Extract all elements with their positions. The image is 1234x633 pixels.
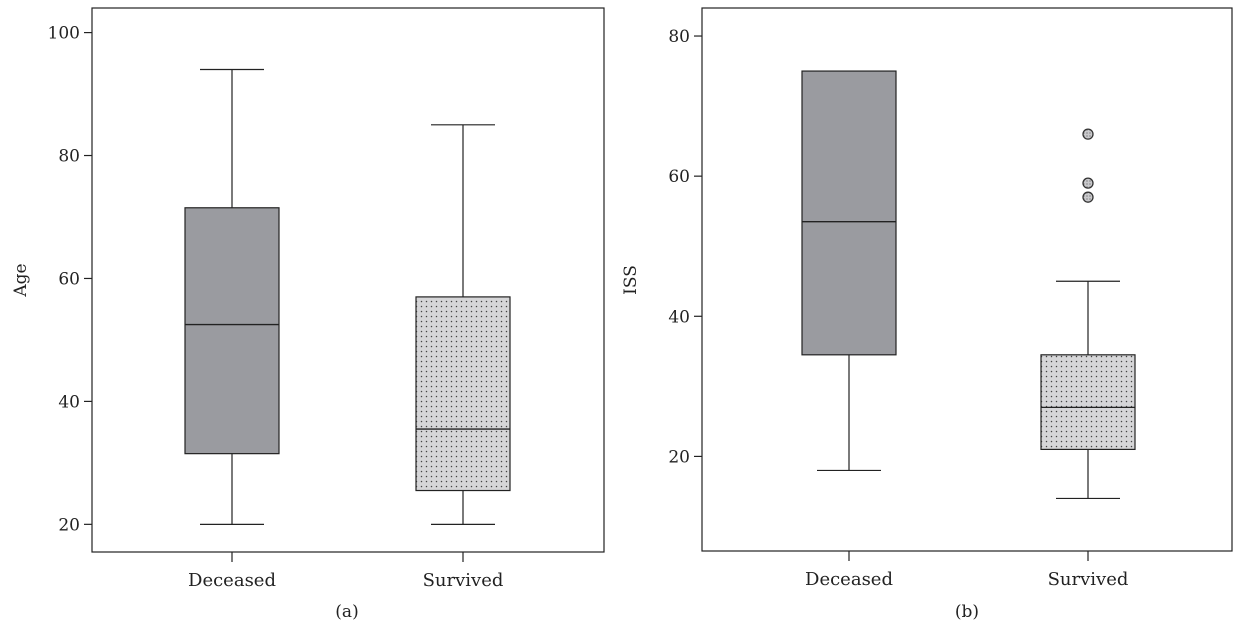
panel-b-ytick-label-2: 60 <box>668 167 690 187</box>
panel-a-ylabel: Age <box>11 263 31 297</box>
panel-a-plot: 20 40 60 80 100 Deceased Survived <box>48 24 511 591</box>
panel-a-ytick-label-0: 20 <box>58 515 80 535</box>
panel-b-deceased-category-label: Deceased <box>805 569 893 590</box>
panel-b-ylabel: ISS <box>621 265 641 295</box>
panel-a-label: (a) <box>335 602 358 622</box>
panel-b-survived-outlier-0 <box>1082 191 1094 203</box>
panel-a-ytick-label-2: 60 <box>58 269 80 289</box>
panel-b-ytick-label-0: 20 <box>668 447 690 467</box>
panel-b-ytick-label-3: 80 <box>668 27 690 47</box>
panel-b: 20 40 60 80 Deceased Survived ISS (b) <box>621 7 1233 622</box>
panel-a-ytick-label-1: 40 <box>58 392 80 412</box>
panel-b-survived-outlier-2 <box>1082 128 1094 140</box>
panel-b-plot: 20 40 60 80 Deceased Survived <box>668 27 1136 590</box>
panel-a-ytick-label-4: 100 <box>48 24 80 44</box>
panel-a-ytick-label-3: 80 <box>58 147 80 167</box>
panel-a-frame <box>91 7 605 553</box>
panel-b-deceased-box <box>801 70 897 356</box>
panel-a-survived-box <box>415 296 511 492</box>
panel-a: 20 40 60 80 100 Deceased Survived Age (a) <box>11 7 605 622</box>
panel-b-survived-outlier-1 <box>1082 177 1094 189</box>
panel-a-deceased-category-label: Deceased <box>188 570 276 591</box>
panel-b-label: (b) <box>955 602 979 622</box>
panel-b-survived-category-label: Survived <box>1048 569 1129 590</box>
panel-b-survived-box <box>1040 354 1136 451</box>
panel-b-frame <box>701 7 1233 552</box>
panel-a-deceased-box <box>184 207 280 455</box>
panel-a-survived-category-label: Survived <box>423 570 504 591</box>
panel-b-ytick-label-1: 40 <box>668 307 690 327</box>
